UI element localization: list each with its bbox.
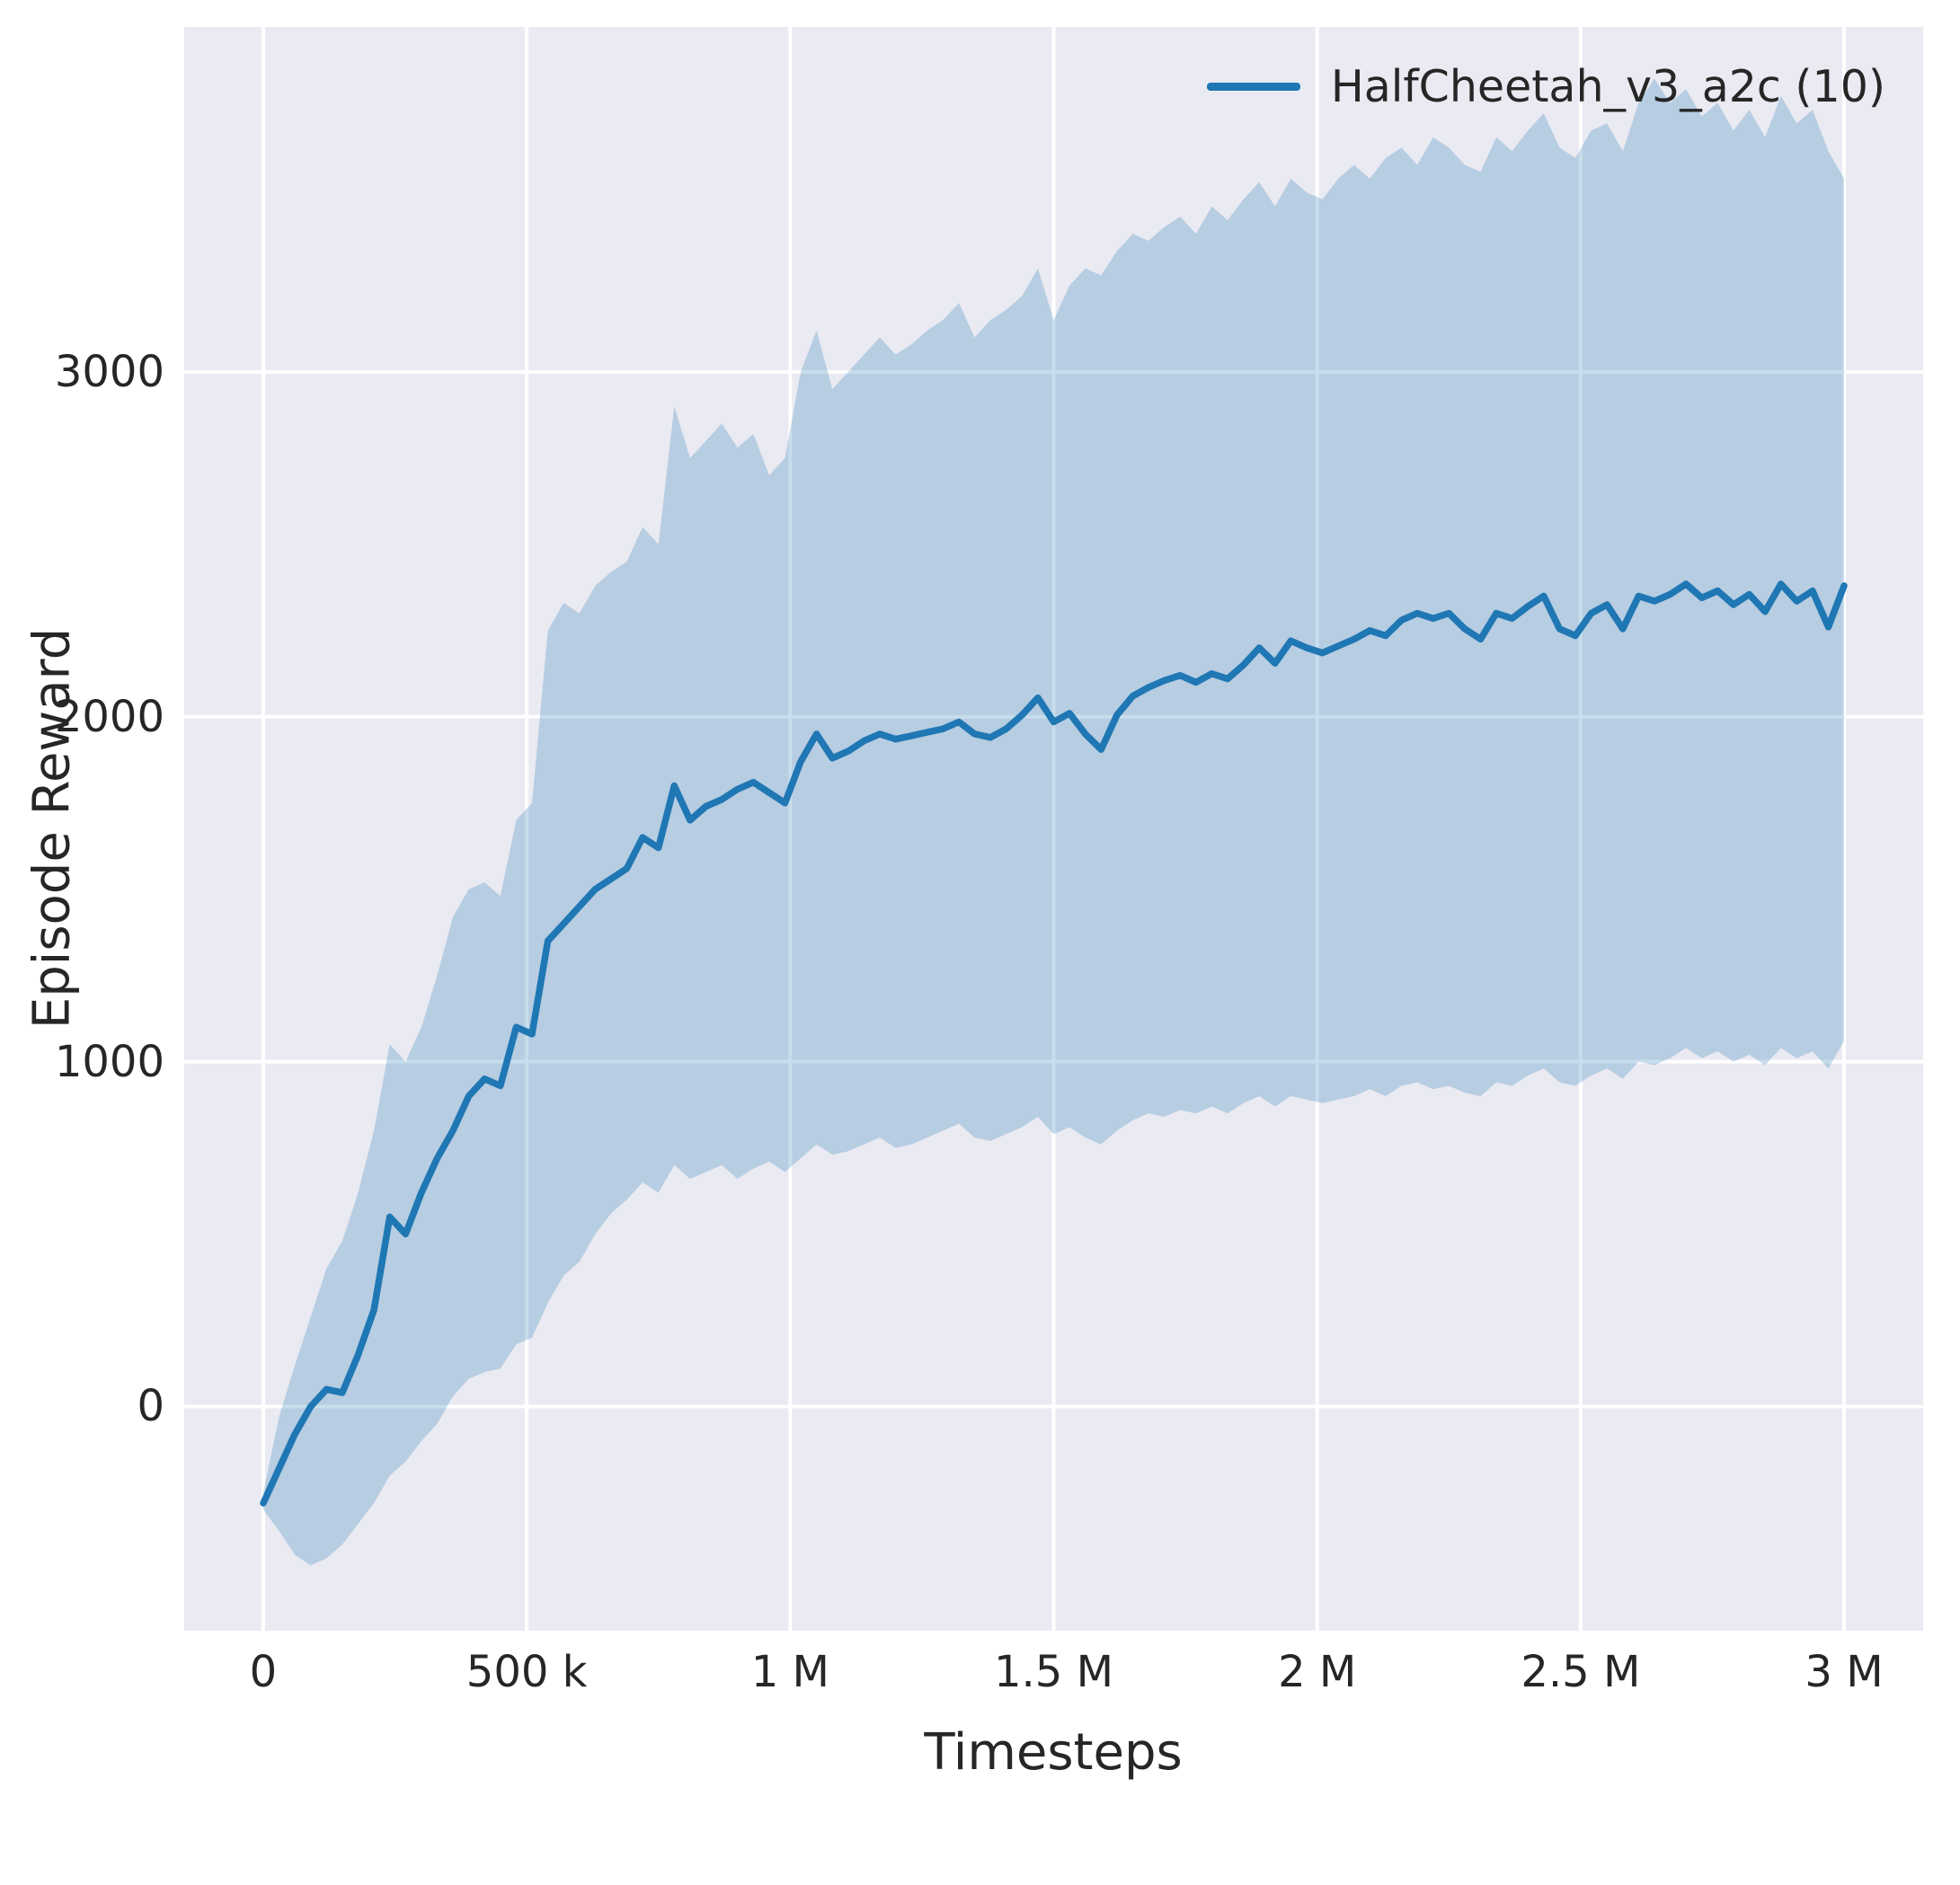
y-tick-label: 0: [137, 1381, 164, 1432]
legend: HalfCheetah_v3_a2c (10): [1206, 61, 1885, 112]
x-tick-label: 1.5 M: [993, 1647, 1114, 1697]
legend-label: HalfCheetah_v3_a2c (10): [1330, 61, 1885, 112]
x-tick-label: 500 k: [466, 1647, 588, 1697]
y-axis-title: Episode Reward: [22, 627, 82, 1030]
x-tick-label: 2.5 M: [1521, 1647, 1641, 1697]
y-tick-label: 1000: [54, 1036, 164, 1087]
x-tick-label: 3 M: [1805, 1647, 1884, 1697]
confidence-band: [263, 78, 1844, 1566]
plot-area: HalfCheetah_v3_a2c (10): [184, 27, 1923, 1631]
legend-line-sample-icon: [1206, 83, 1300, 91]
y-tick-label: 2000: [54, 691, 164, 742]
x-tick-label: 2 M: [1278, 1647, 1357, 1697]
x-tick-label: 1 M: [750, 1647, 829, 1697]
mean-line: [260, 580, 1848, 1507]
y-axis-tick-labels: 0 1000 2000 3000: [0, 27, 164, 1631]
y-tick-label: 3000: [54, 346, 164, 397]
x-tick-label: 0: [249, 1647, 278, 1697]
x-axis-tick-labels: 0 500 k 1 M 1.5 M 2 M 2.5 M 3 M: [184, 1647, 1923, 1710]
x-axis-title: Timesteps: [924, 1723, 1183, 1782]
chart-canvas: [184, 27, 1923, 1631]
